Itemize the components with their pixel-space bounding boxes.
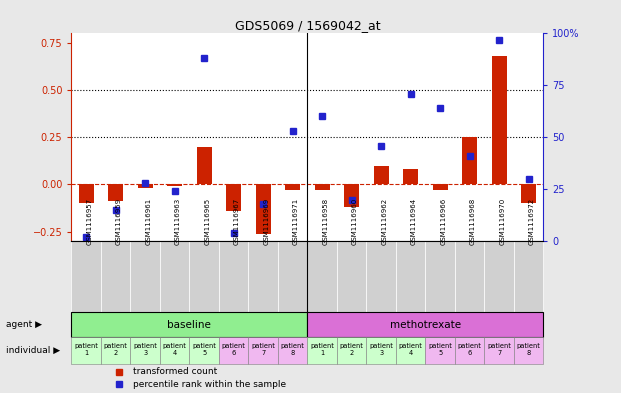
Text: GSM1116968: GSM1116968 [469, 197, 476, 245]
Text: GSM1116969: GSM1116969 [263, 197, 269, 245]
Bar [197, 147, 212, 184]
Text: individual ▶: individual ▶ [6, 346, 60, 355]
Text: GSM1116971: GSM1116971 [292, 197, 299, 245]
Bar [337, 241, 366, 312]
Bar [138, 184, 153, 188]
Text: percentile rank within the sample: percentile rank within the sample [133, 380, 286, 389]
Bar [160, 337, 189, 364]
Bar [462, 137, 477, 184]
Text: patient
5: patient 5 [193, 343, 216, 356]
Bar [167, 184, 182, 186]
Text: GSM1116963: GSM1116963 [175, 197, 181, 245]
Bar [521, 184, 536, 203]
Bar [248, 337, 278, 364]
Text: patient
1: patient 1 [75, 343, 98, 356]
Text: patient
5: patient 5 [428, 343, 452, 356]
Bar [455, 337, 484, 364]
Text: patient
8: patient 8 [281, 343, 304, 356]
Bar [189, 241, 219, 312]
Bar [433, 184, 448, 190]
Bar [278, 337, 307, 364]
Bar [307, 337, 337, 364]
Bar [71, 241, 101, 312]
Bar [366, 241, 396, 312]
Text: patient
8: patient 8 [517, 343, 540, 356]
Text: methotrexate: methotrexate [390, 320, 461, 330]
Bar [425, 241, 455, 312]
Bar [285, 184, 300, 190]
Bar [366, 337, 396, 364]
Bar [226, 184, 241, 211]
Bar [514, 337, 543, 364]
Bar [71, 337, 101, 364]
Text: GSM1116970: GSM1116970 [499, 197, 505, 245]
Bar [256, 184, 271, 233]
Bar [455, 241, 484, 312]
Text: agent ▶: agent ▶ [6, 320, 42, 329]
Text: patient
6: patient 6 [458, 343, 481, 356]
Text: patient
7: patient 7 [252, 343, 275, 356]
Text: GSM1116966: GSM1116966 [440, 197, 446, 245]
Text: patient
2: patient 2 [340, 343, 363, 356]
Text: transformed count: transformed count [133, 367, 217, 376]
Bar [248, 241, 278, 312]
Bar [307, 241, 337, 312]
Bar [71, 312, 307, 337]
Title: GDS5069 / 1569042_at: GDS5069 / 1569042_at [235, 19, 380, 32]
Bar [337, 337, 366, 364]
Bar [160, 241, 189, 312]
Bar [278, 241, 307, 312]
Text: patient
4: patient 4 [163, 343, 186, 356]
Bar [307, 312, 543, 337]
Text: baseline: baseline [168, 320, 211, 330]
Bar [130, 241, 160, 312]
Bar [514, 241, 543, 312]
Text: GSM1116957: GSM1116957 [86, 198, 92, 245]
Text: patient
3: patient 3 [369, 343, 393, 356]
Bar [101, 241, 130, 312]
Bar [344, 184, 359, 207]
Bar [79, 184, 94, 203]
Text: GSM1116972: GSM1116972 [528, 198, 535, 245]
Bar [130, 337, 160, 364]
Bar [374, 165, 389, 184]
Bar [219, 337, 248, 364]
Bar [403, 169, 418, 184]
Bar [315, 184, 330, 190]
Text: GSM1116959: GSM1116959 [116, 198, 122, 245]
Text: GSM1116961: GSM1116961 [145, 197, 151, 245]
Text: GSM1116965: GSM1116965 [204, 198, 210, 245]
Bar [396, 337, 425, 364]
Bar [189, 337, 219, 364]
Bar [484, 241, 514, 312]
Bar [425, 337, 455, 364]
Bar [492, 56, 507, 184]
Bar [108, 184, 123, 202]
Bar [101, 337, 130, 364]
Text: GSM1116958: GSM1116958 [322, 198, 328, 245]
Text: patient
7: patient 7 [487, 343, 511, 356]
Bar [219, 241, 248, 312]
Bar [396, 241, 425, 312]
Text: patient
6: patient 6 [222, 343, 245, 356]
Text: patient
2: patient 2 [104, 343, 127, 356]
Text: GSM1116964: GSM1116964 [410, 198, 417, 245]
Text: GSM1116962: GSM1116962 [381, 198, 387, 245]
Text: GSM1116967: GSM1116967 [233, 197, 240, 245]
Text: GSM1116960: GSM1116960 [351, 197, 358, 245]
Text: patient
1: patient 1 [310, 343, 334, 356]
Bar [484, 337, 514, 364]
Text: patient
4: patient 4 [399, 343, 422, 356]
Text: patient
3: patient 3 [134, 343, 157, 356]
